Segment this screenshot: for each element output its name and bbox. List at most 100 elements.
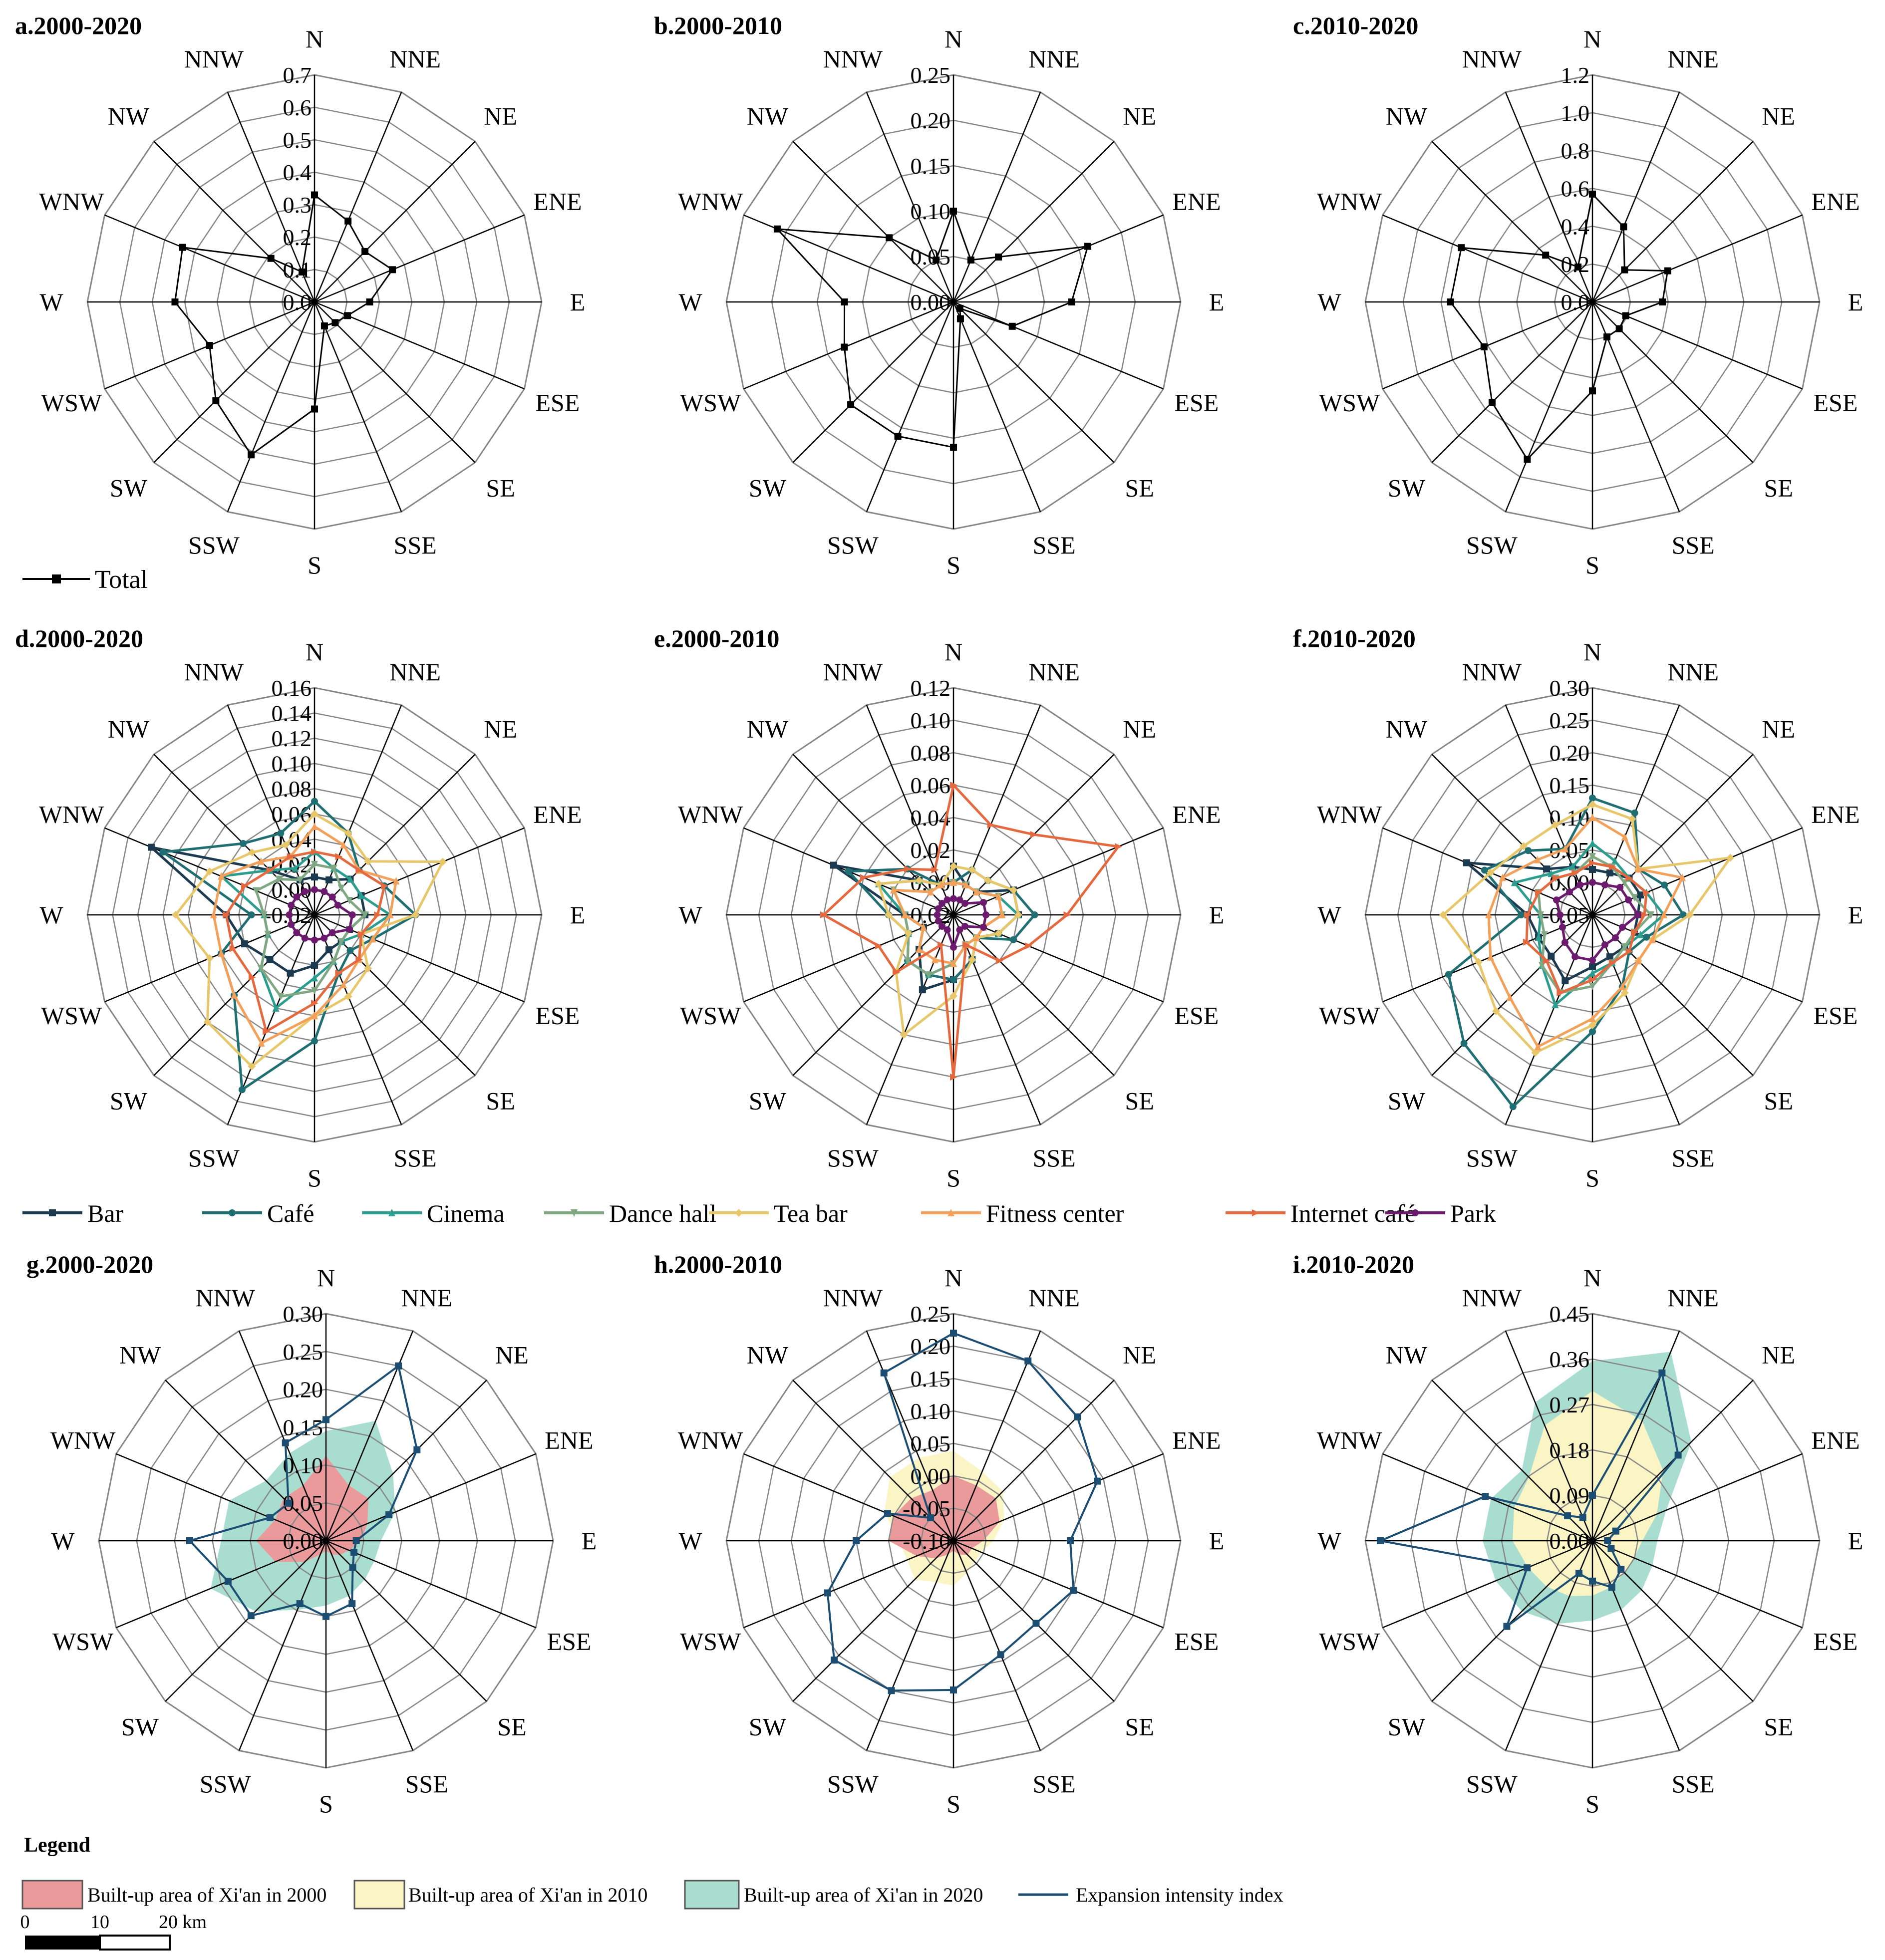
data-point — [257, 857, 265, 865]
data-point — [311, 191, 318, 199]
chart-title-c: c.2010-2020 — [1293, 11, 1418, 39]
tick-label: 0.15 — [1550, 773, 1590, 798]
data-point — [285, 1499, 292, 1507]
spoke-nnw — [238, 1331, 327, 1541]
data-point — [1620, 989, 1629, 997]
data-point — [956, 315, 964, 322]
direction-label-nne: NNE — [1667, 45, 1719, 73]
data-point — [1014, 911, 1022, 919]
spoke-sse — [1591, 301, 1680, 512]
direction-label-wsw: WSW — [1319, 1628, 1380, 1656]
data-point — [890, 886, 897, 894]
data-point — [853, 1537, 860, 1544]
data-point — [1674, 1451, 1682, 1459]
radar-chart-g: N NNE NE ENE E ESE SE SSE S SSW SW WSW W WNW NW NNW 0.00… — [26, 1250, 597, 1818]
tick-label: 0.02 — [911, 838, 951, 863]
data-point — [171, 911, 180, 919]
data-point — [325, 946, 333, 954]
spoke-sse — [952, 301, 1041, 512]
data-point — [337, 938, 345, 946]
spoke-nw — [1431, 141, 1593, 302]
data-point — [1589, 853, 1596, 860]
direction-label-ese: ESE — [1174, 389, 1219, 417]
direction-label-ene: ENE — [1811, 187, 1860, 215]
direction-label-e: E — [1209, 1527, 1225, 1555]
series-internet-cafe — [1523, 859, 1651, 997]
data-point — [344, 829, 352, 838]
data-point — [1601, 941, 1608, 949]
data-point — [933, 256, 940, 264]
data-point — [925, 971, 933, 979]
data-point — [1561, 939, 1569, 946]
data-point — [1637, 930, 1644, 938]
direction-label-sse: SSE — [1672, 531, 1715, 559]
data-point — [915, 876, 924, 885]
data-point — [229, 945, 237, 952]
direction-label-ne: NE — [1123, 715, 1156, 743]
data-point — [1634, 956, 1642, 964]
direction-label-wnw: WNW — [1317, 800, 1382, 828]
series-total — [171, 191, 396, 459]
data-point — [238, 1086, 246, 1094]
chart-title-g: g.2000-2020 — [26, 1250, 153, 1278]
data-point — [916, 945, 923, 953]
data-point — [247, 1612, 255, 1620]
spoke-sw — [792, 914, 954, 1076]
spoke-nw — [792, 1380, 954, 1541]
tick-label: 1.0 — [1561, 100, 1590, 126]
data-point — [1486, 868, 1495, 877]
direction-label-ne: NE — [1123, 102, 1156, 130]
tick-label: 0.8 — [1561, 138, 1590, 164]
spoke-sse — [314, 301, 402, 512]
data-point — [1579, 1514, 1586, 1521]
spoke-nw — [1431, 754, 1593, 915]
spoke-sw — [792, 301, 954, 463]
data-point — [904, 957, 912, 965]
scale-bar-black — [25, 1936, 100, 1950]
data-point — [1589, 983, 1596, 990]
direction-label-n: N — [306, 25, 323, 53]
data-point — [1557, 989, 1565, 997]
data-point — [1601, 881, 1608, 888]
data-point — [1606, 953, 1613, 961]
spoke-sw — [792, 1540, 954, 1702]
data-point — [296, 1600, 304, 1608]
direction-label-nw: NW — [747, 715, 789, 743]
spoke-nw — [792, 754, 954, 915]
direction-label-n: N — [1583, 638, 1601, 666]
series-internet-cafe — [820, 782, 1123, 1081]
data-point — [344, 217, 352, 225]
data-point — [266, 956, 274, 963]
direction-label-se: SE — [1125, 474, 1154, 502]
tick-label: 0.20 — [911, 108, 951, 133]
tick-label: 0.00 — [1550, 1528, 1590, 1554]
series-expansion-index — [824, 1330, 1101, 1694]
data-point — [311, 999, 318, 1007]
data-point — [995, 253, 1002, 261]
direction-label-e: E — [582, 1527, 597, 1555]
data-point — [344, 992, 352, 1001]
data-point — [282, 1439, 289, 1446]
legend-swatch-2000 — [21, 1880, 83, 1910]
data-point — [1094, 1477, 1101, 1485]
data-point — [875, 942, 883, 950]
direction-label-nw: NW — [747, 102, 789, 130]
data-point — [1643, 933, 1650, 941]
radar-chart-d: NNNENEENEEESESESSESSSWSWWSWWWNWNWNNW-0.0… — [15, 624, 585, 1192]
legend-marker — [49, 1209, 56, 1216]
direction-label-s: S — [1585, 1790, 1599, 1818]
legend-item-tea-bar: Tea bar — [709, 1199, 848, 1227]
data-point — [205, 954, 214, 963]
direction-label-e: E — [1848, 1527, 1864, 1555]
data-point — [938, 941, 945, 949]
data-point — [935, 917, 942, 925]
data-point — [920, 923, 927, 931]
spoke-wsw — [1382, 914, 1593, 1003]
direction-label-nw: NW — [1386, 1341, 1428, 1369]
direction-label-wsw: WSW — [680, 389, 741, 417]
data-point — [411, 911, 420, 919]
data-point — [927, 1514, 935, 1522]
data-point — [292, 864, 299, 872]
data-point — [980, 923, 987, 931]
data-point — [241, 882, 249, 889]
